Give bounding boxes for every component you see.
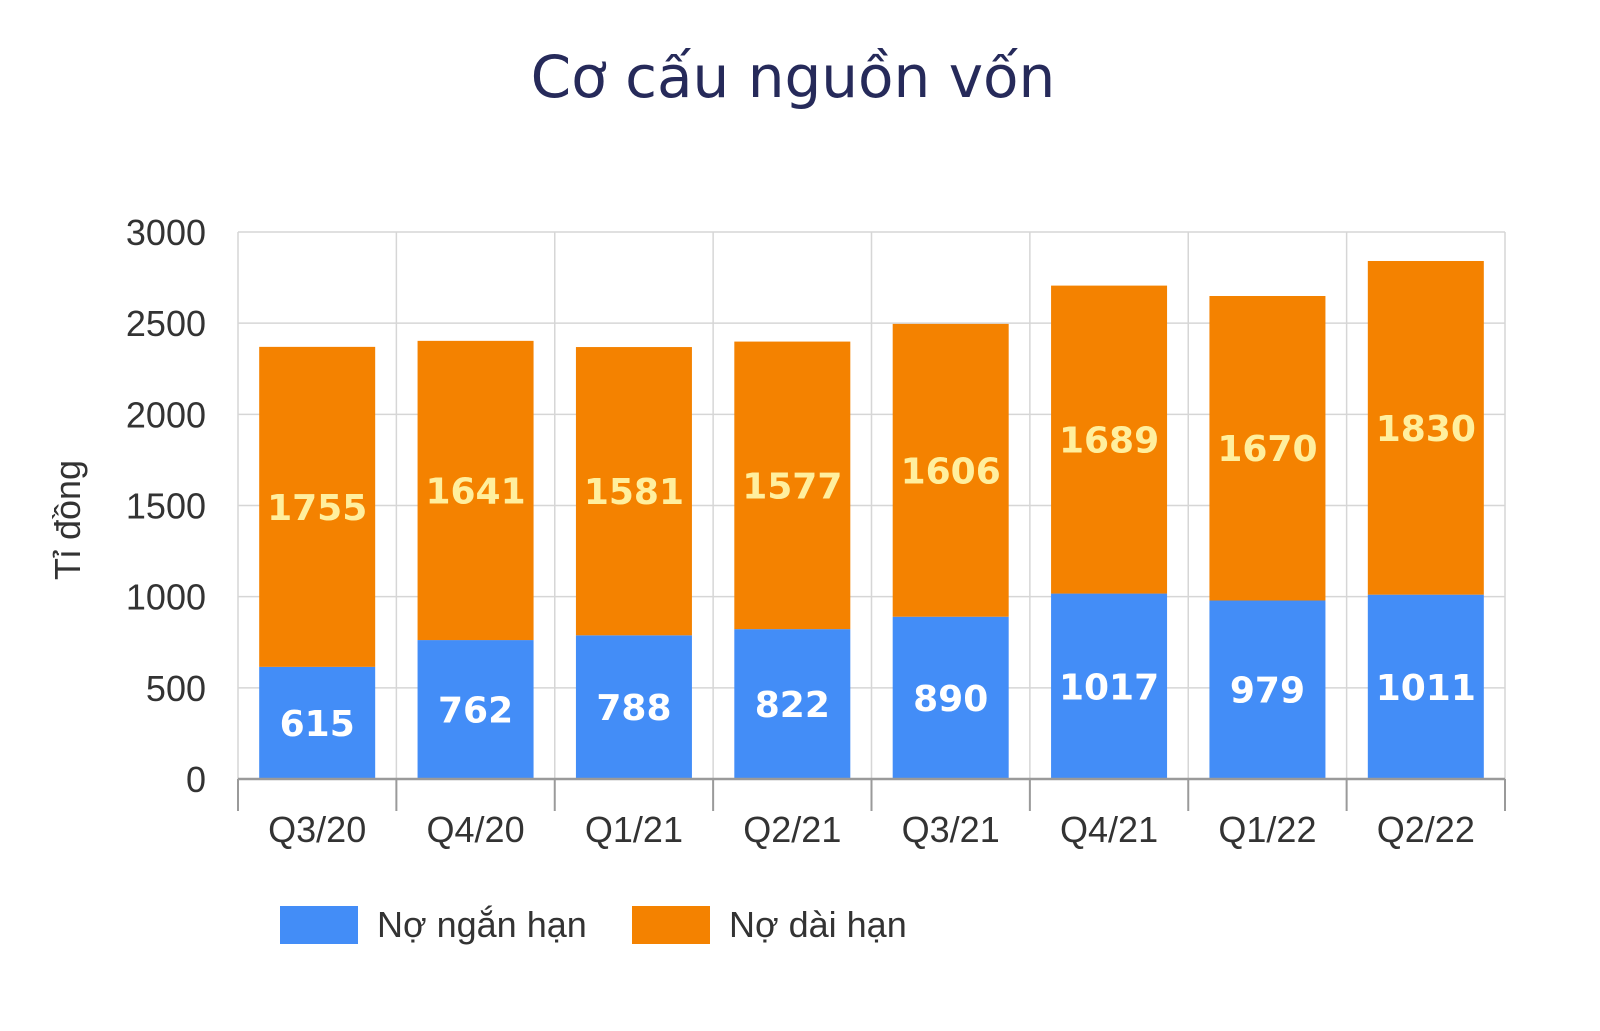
y-tick-label: 1500 <box>126 486 206 527</box>
axes: 0 500 1000 1500 2000 2500 3000 Q3/20 Q4/20 Q1/21 Q… <box>126 212 1506 850</box>
bar-segment <box>575 635 692 779</box>
data-label: 1670 <box>1217 429 1317 470</box>
data-label: 762 <box>438 691 513 732</box>
bar-segment <box>417 340 534 641</box>
data-label: 822 <box>755 685 830 726</box>
x-tick-label: Q4/20 <box>427 809 525 850</box>
data-label: 615 <box>280 704 355 745</box>
x-tick-label: Q1/21 <box>585 809 683 850</box>
bar-segment <box>892 323 1009 617</box>
legend-label: Nợ dài hạn <box>729 904 907 945</box>
legend-swatch <box>632 906 710 944</box>
data-label: 1011 <box>1376 668 1476 709</box>
y-tick-label: 0 <box>186 759 206 800</box>
data-label: 890 <box>913 679 988 720</box>
bar-segment <box>1051 285 1168 594</box>
bar-segment <box>892 616 1009 779</box>
y-tick-label: 3000 <box>126 212 206 253</box>
legend-label: Nợ ngắn hạn <box>377 904 587 945</box>
data-label: 979 <box>1230 671 1305 712</box>
bar-segment <box>1209 295 1326 601</box>
data-label: 1581 <box>584 472 684 513</box>
y-tick-label: 1000 <box>126 577 206 618</box>
legend: Nợ ngắn hạn Nợ dài hạn <box>280 904 907 945</box>
bar-segment <box>734 341 851 630</box>
data-label: 1689 <box>1059 421 1159 462</box>
y-axis-title: Tỉ đồng <box>47 460 88 580</box>
bar-segment <box>417 640 534 779</box>
bars: 615 1755 762 1641 788 1581 822 1577 890 1606 1017 1… <box>259 260 1484 779</box>
x-tick-label: Q3/20 <box>268 809 366 850</box>
bar-segment <box>259 346 376 667</box>
bar-segment <box>1209 600 1326 779</box>
data-label: 1577 <box>742 466 842 507</box>
chart-title: Cơ cấu nguồn vốn <box>531 43 1056 111</box>
x-tick-label: Q1/22 <box>1218 809 1316 850</box>
x-tick-label: Q3/21 <box>902 809 1000 850</box>
bar-segment <box>1367 594 1484 779</box>
data-label: 1606 <box>901 451 1001 492</box>
x-tick-label: Q2/22 <box>1377 809 1475 850</box>
y-tick-label: 2500 <box>126 303 206 344</box>
data-label: 1755 <box>267 488 367 529</box>
y-tick-label: 500 <box>146 668 206 709</box>
y-tick-label: 2000 <box>126 394 206 435</box>
data-label: 1017 <box>1059 667 1159 708</box>
bar-segment <box>259 666 376 779</box>
bar-segment <box>575 347 692 636</box>
bar-segment <box>1051 593 1168 779</box>
data-label: 1641 <box>425 471 525 512</box>
data-label: 788 <box>596 688 671 729</box>
data-label: 1830 <box>1376 409 1476 450</box>
x-tick-label: Q4/21 <box>1060 809 1158 850</box>
bar-segment <box>734 629 851 779</box>
x-tick-label: Q2/21 <box>743 809 841 850</box>
legend-swatch <box>280 906 358 944</box>
bar-segment <box>1367 260 1484 595</box>
